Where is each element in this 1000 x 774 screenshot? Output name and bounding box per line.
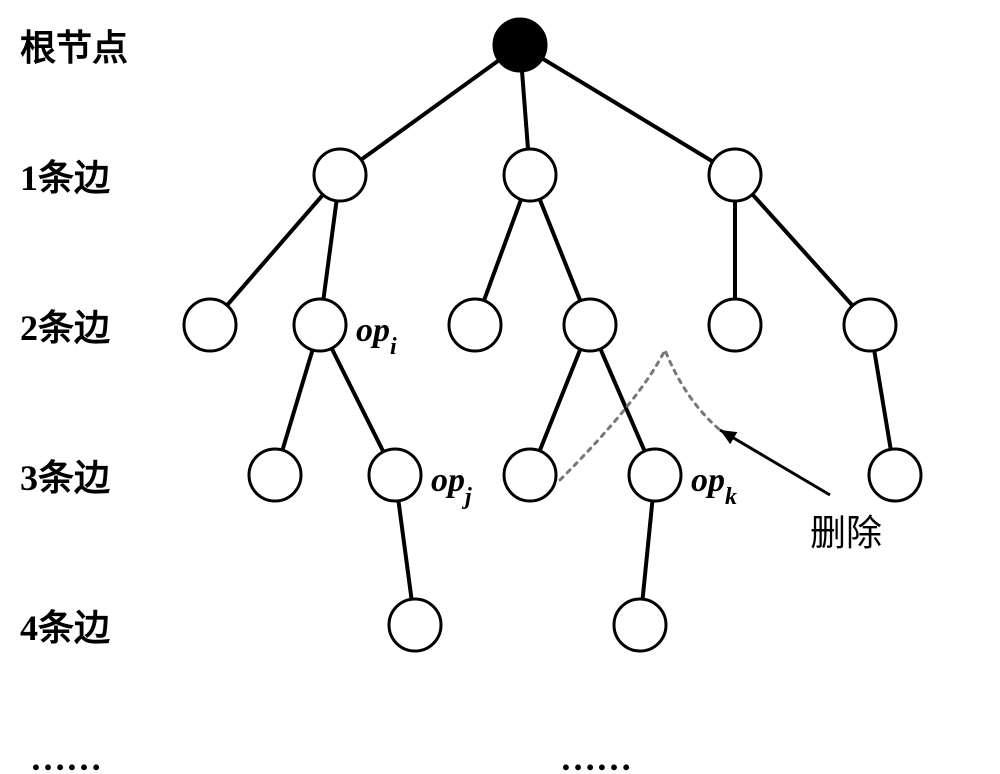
node-b6	[844, 299, 896, 351]
node-d2	[614, 599, 666, 651]
node-b4	[564, 299, 616, 351]
node-b2	[294, 299, 346, 351]
row-label-2: 2条边	[20, 308, 110, 348]
node-c3	[504, 449, 556, 501]
row-label-1: 1条边	[20, 158, 110, 198]
node-d1	[389, 599, 441, 651]
ellipsis-mid: ……	[560, 738, 632, 774]
node-c2	[369, 449, 421, 501]
node-a3	[709, 149, 761, 201]
tree-diagram: opiopjopk删除根节点1条边2条边3条边4条边…………	[0, 0, 1000, 774]
node-c1	[249, 449, 301, 501]
node-a1	[314, 149, 366, 201]
node-a2	[504, 149, 556, 201]
node-root	[494, 19, 546, 71]
row-label-3: 3条边	[20, 458, 110, 498]
node-b1	[184, 299, 236, 351]
row-label-5: ……	[30, 738, 102, 774]
delete-label: 删除	[810, 513, 882, 553]
node-b5	[709, 299, 761, 351]
node-c4	[629, 449, 681, 501]
row-label-4: 4条边	[20, 608, 110, 648]
node-c5	[869, 449, 921, 501]
row-label-0: 根节点	[20, 28, 128, 68]
node-b3	[449, 299, 501, 351]
